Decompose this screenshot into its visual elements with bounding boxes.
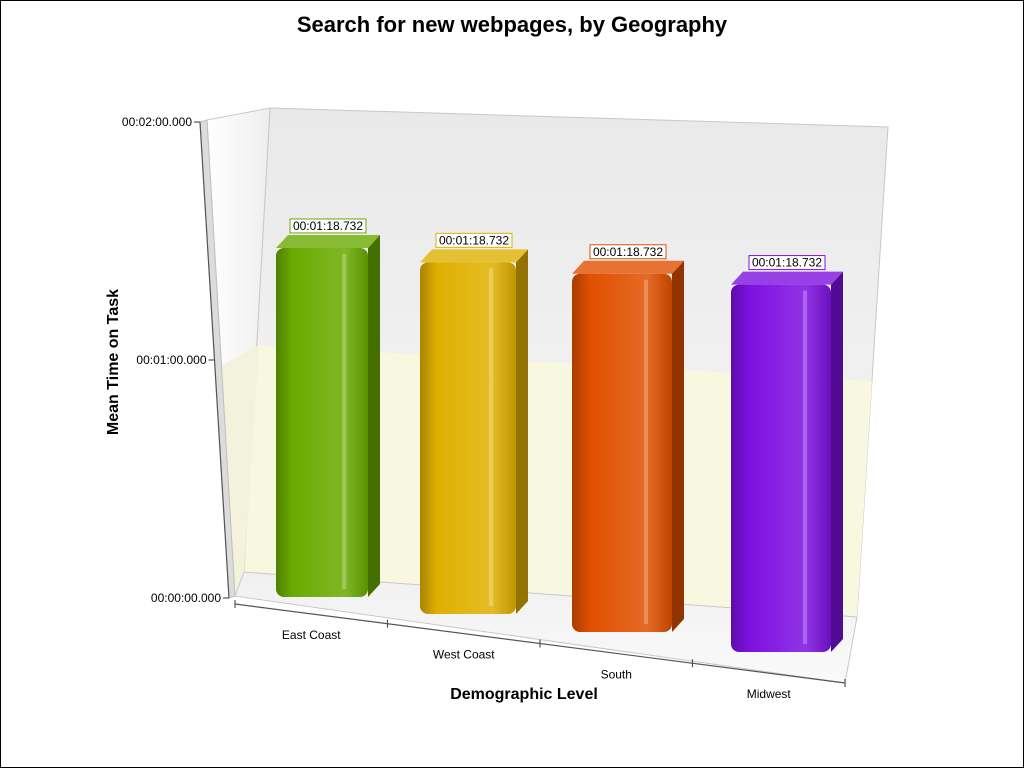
- bar-highlight: [489, 268, 494, 606]
- chart-title: Search for new webpages, by Geography: [296, 12, 728, 37]
- bar-top: [731, 271, 843, 285]
- data-label: 00:01:18.732: [289, 218, 367, 234]
- bar-top: [420, 249, 528, 263]
- y-tick-label: 00:01:00.000: [136, 353, 206, 367]
- data-label-box: [435, 232, 513, 248]
- y-axis-title: Mean Time on Task: [105, 289, 122, 435]
- x-tick-label: South: [601, 667, 632, 681]
- data-label-text: 00:01:18.732: [752, 256, 822, 270]
- bar-side: [368, 234, 380, 597]
- data-label-box: [289, 218, 367, 234]
- bar: [731, 271, 843, 652]
- data-label-box: [589, 244, 667, 260]
- x-axis-title: Demographic Level: [450, 686, 598, 703]
- bar: [420, 249, 528, 615]
- x-tick-label: West Coast: [433, 648, 495, 662]
- bar-top: [276, 234, 380, 248]
- bar-highlight: [644, 279, 648, 624]
- left-wall-lower-band: [221, 345, 259, 596]
- back-wall-lower-band: [244, 345, 872, 617]
- data-label-text: 00:01:18.732: [593, 245, 663, 259]
- bar-front: [731, 284, 831, 652]
- x-tick-label: East Coast: [282, 628, 341, 642]
- floor: [234, 571, 858, 684]
- data-label-text: 00:01:18.732: [439, 233, 509, 247]
- bar: [276, 234, 380, 597]
- bar-side: [672, 260, 684, 632]
- data-label: 00:01:18.732: [435, 232, 513, 248]
- y-tick-label: 00:02:00.000: [122, 115, 192, 129]
- bar-side: [516, 249, 528, 615]
- data-label: 00:01:18.732: [589, 244, 667, 260]
- bar-front: [572, 273, 672, 632]
- bar-front: [276, 247, 368, 597]
- x-tick-label: Midwest: [747, 687, 792, 701]
- y-tick-label: 00:00:00.000: [151, 591, 221, 605]
- bar-side: [831, 271, 843, 652]
- bar-highlight: [803, 290, 807, 644]
- data-label-text: 00:01:18.732: [293, 219, 363, 233]
- bar-front: [420, 262, 516, 614]
- bar: [572, 260, 684, 632]
- data-label: 00:01:18.732: [748, 255, 826, 271]
- bar-top: [572, 260, 684, 274]
- bar-highlight: [342, 253, 347, 589]
- data-label-box: [748, 255, 826, 271]
